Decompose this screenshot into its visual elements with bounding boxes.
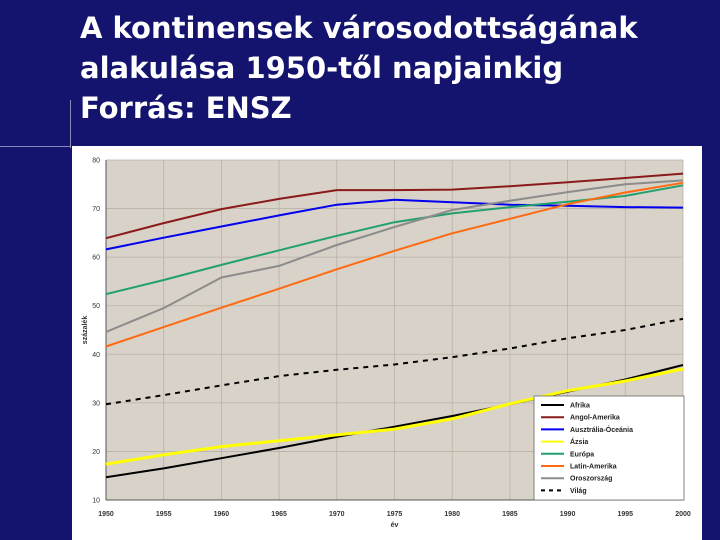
y-tick-label: 20 — [92, 449, 100, 456]
x-tick-label: 1985 — [502, 511, 518, 518]
title-divider-horizontal — [0, 146, 70, 147]
series-line-7 — [105, 317, 684, 406]
chart-right-frame — [700, 146, 702, 540]
series-line-1 — [105, 172, 684, 240]
series-line-2 — [105, 198, 684, 251]
title-line-1: A kontinensek városodottságának — [80, 11, 638, 45]
legend-label-4: Európa — [570, 451, 594, 458]
chart-container: 10 20 30 40 50 60 70 80 1950 1955 1960 1965 1970 1975… — [72, 146, 700, 540]
x-tick-label: 1965 — [271, 511, 287, 518]
line-chart: 10 20 30 40 50 60 70 80 1950 1955 1960 1965 1970 1975… — [82, 158, 691, 530]
legend-label-3: Ázsia — [570, 437, 588, 446]
legend-label-7: Világ — [570, 488, 587, 495]
title-line-3: Forrás: ENSZ — [80, 91, 292, 125]
y-tick-label: 30 — [92, 400, 100, 407]
y-tick-label: 60 — [92, 255, 100, 262]
x-tick-label: 1955 — [156, 511, 172, 518]
legend-box — [533, 395, 685, 501]
slide-title: A kontinensek városodottságának alakulás… — [80, 8, 710, 128]
y-axis-title: százalék — [82, 316, 89, 345]
x-tick-label: 1990 — [560, 511, 576, 518]
y-tick-label: 40 — [92, 352, 100, 359]
x-tick-label: 1950 — [98, 511, 114, 518]
legend-label-6: Oroszország — [570, 476, 612, 483]
y-tick-label: 50 — [92, 303, 100, 310]
x-tick-label: 1995 — [618, 511, 634, 518]
legend-label-1: Angol-Amerika — [570, 415, 620, 422]
title-line-2: alakulása 1950-től napjainkig — [80, 51, 564, 85]
title-divider-vertical — [70, 100, 71, 148]
legend-label-5: Latin-Amerika — [570, 464, 617, 471]
legend-label-0: Afrika — [570, 403, 590, 410]
x-axis-title: év — [391, 522, 399, 529]
y-tick-label: 10 — [92, 498, 100, 505]
x-tick-label: 1960 — [214, 511, 230, 518]
x-tick-label: 1970 — [329, 511, 345, 518]
x-tick-label: 2000 — [675, 511, 691, 518]
x-tick-label: 1980 — [444, 511, 460, 518]
series-line-5 — [105, 181, 684, 348]
legend-label-2: Ausztrália-Óceánia — [570, 425, 633, 434]
x-tick-label: 1975 — [387, 511, 403, 518]
y-tick-label: 80 — [92, 158, 100, 165]
series-line-3 — [105, 367, 684, 466]
y-tick-label: 70 — [92, 206, 100, 213]
series-line-6 — [105, 179, 684, 333]
